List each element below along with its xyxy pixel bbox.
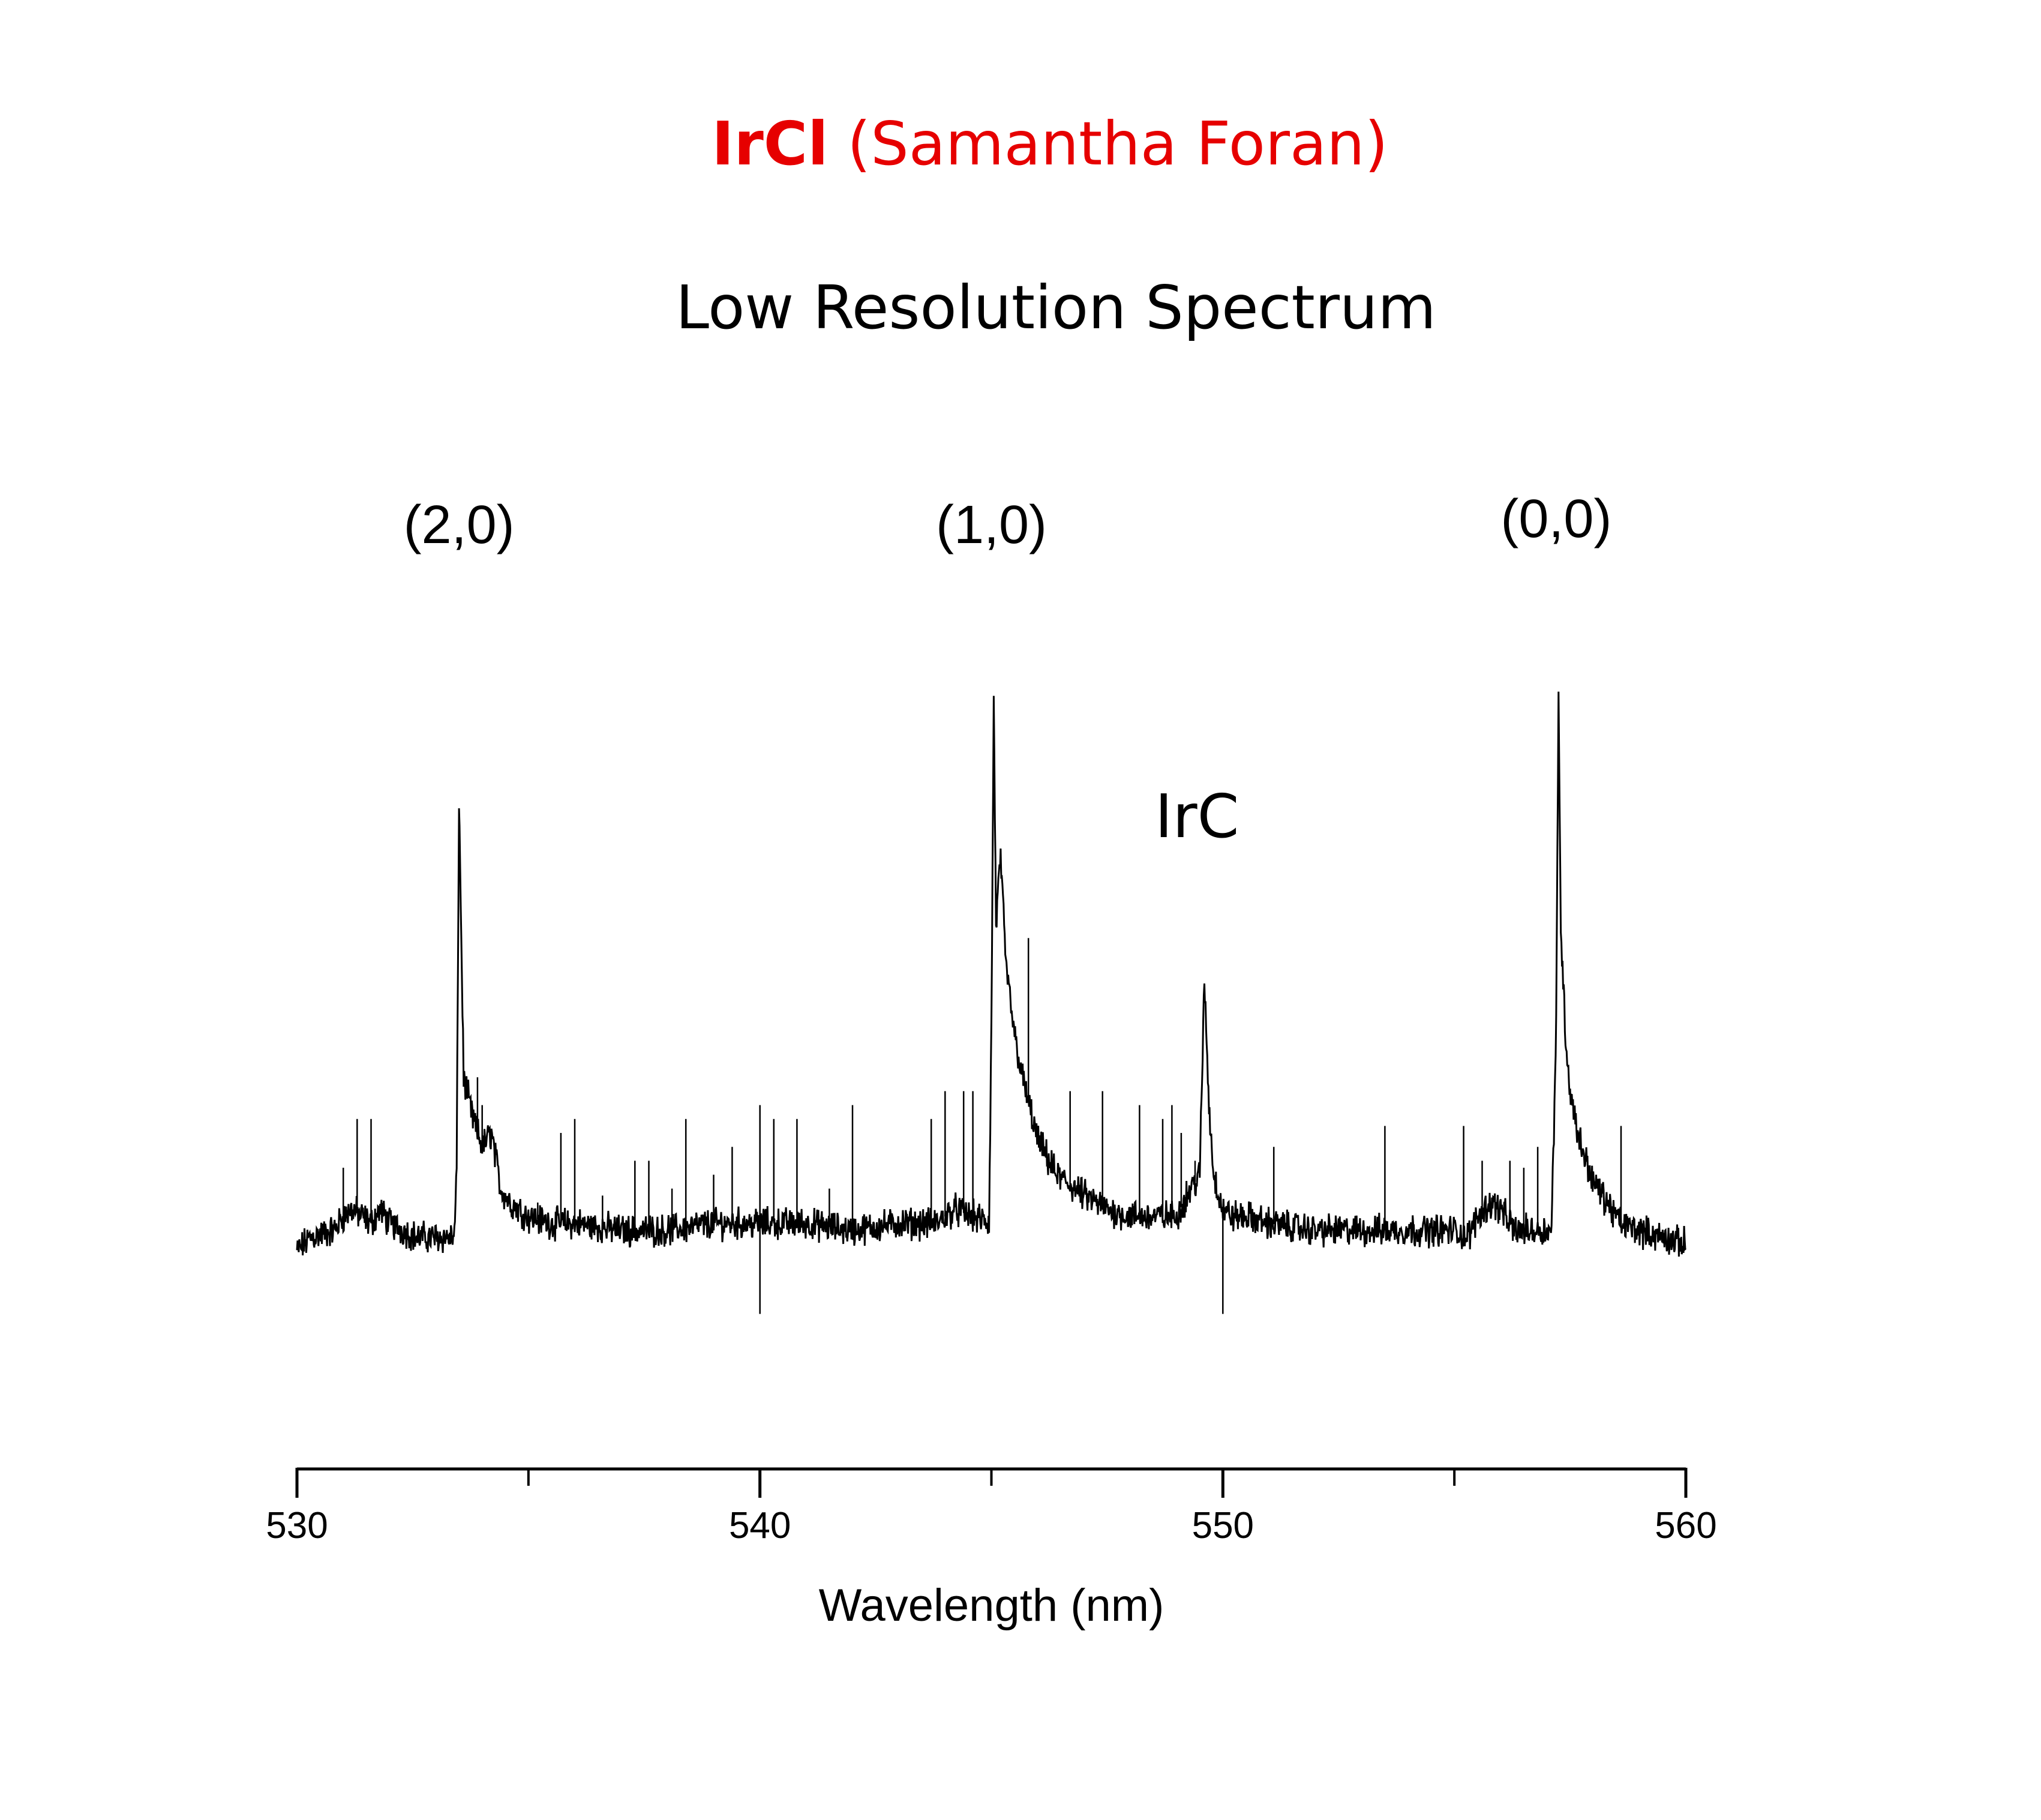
- x-tick-label-540: 540: [729, 1505, 791, 1546]
- annotations: (2,0) (1,0) (0,0) IrC: [404, 489, 1612, 851]
- annotation-band-0: (2,0): [404, 495, 515, 555]
- x-ticks: [295, 1468, 1688, 1498]
- spectrum-series-line: [296, 691, 1687, 1257]
- chart-subtitle: Low Resolution Spectrum: [676, 272, 1436, 343]
- x-axis: 530 540 550 560 Wavelength (nm): [266, 1467, 1717, 1631]
- title-molecule: IrCl: [712, 109, 829, 179]
- x-tick-label-530: 530: [266, 1505, 328, 1546]
- annotation-irc-label: IrC: [1155, 781, 1239, 851]
- x-tick-label-550: 550: [1192, 1505, 1254, 1546]
- annotation-band-2: (0,0): [1500, 489, 1611, 549]
- x-axis-title: Wavelength (nm): [819, 1580, 1164, 1631]
- title-author: (Samantha Foran): [847, 109, 1388, 179]
- chart-title: IrCl (Samantha Foran): [0, 105, 2041, 183]
- annotation-band-1: (1,0): [936, 495, 1047, 555]
- x-tick-labels: 530 540 550 560: [266, 1505, 1716, 1546]
- x-tick-label-560: 560: [1655, 1505, 1716, 1546]
- spectral-spikes: [342, 938, 1622, 1314]
